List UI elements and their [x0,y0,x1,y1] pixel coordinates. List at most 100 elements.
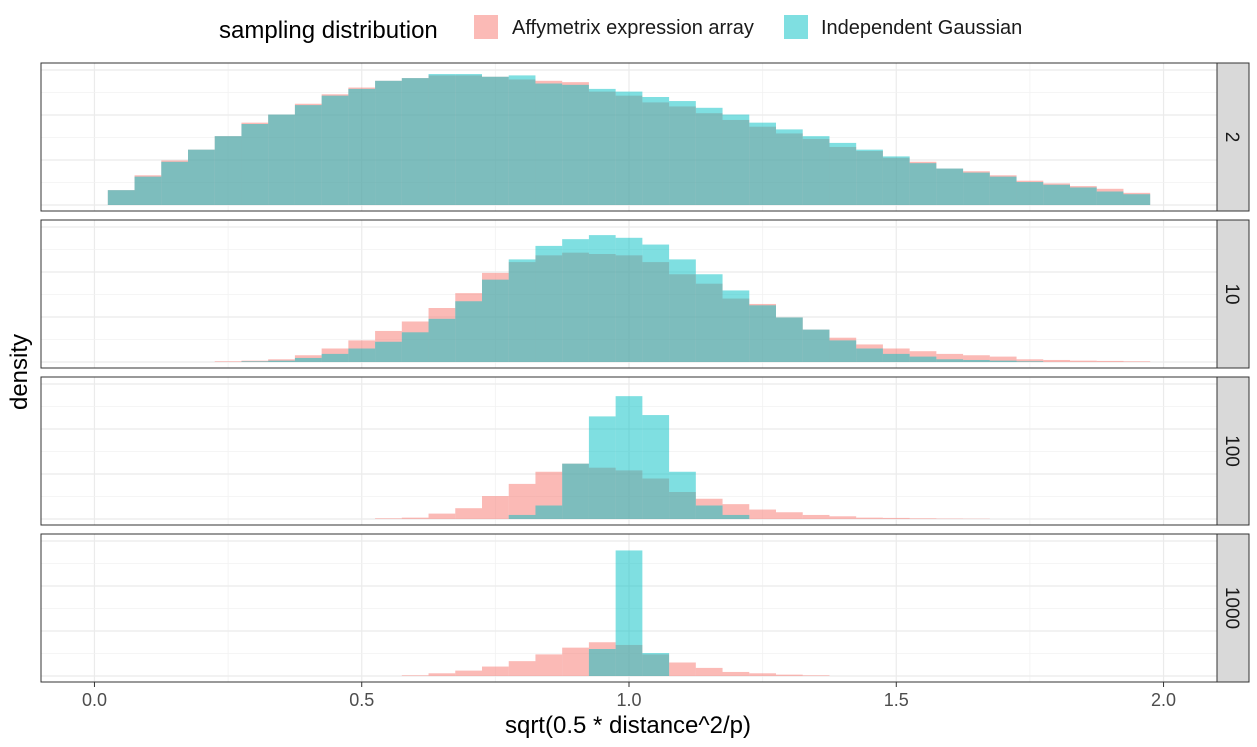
histogram-bar [856,149,883,205]
series-gaussian [508,396,750,519]
histogram-bar [1070,360,1097,362]
histogram-bar [588,649,616,676]
histogram-bar [401,78,429,205]
histogram-bar [642,415,670,519]
histogram-bar [375,80,402,205]
histogram-bar [321,95,349,205]
histogram-bar [722,114,750,205]
histogram-bar [562,239,589,362]
histogram-bar [722,290,750,362]
histogram-bar [802,329,830,362]
histogram-bar [1070,187,1097,205]
facet-panels: 2 10 100 1000 [40,62,1250,683]
histogram-bar [428,673,456,676]
histogram-bar [375,518,402,519]
histogram-bar [188,149,215,205]
histogram-bar [455,508,482,519]
histogram-bar [428,74,456,205]
histogram-bar [482,666,509,676]
legend-title: sampling distribution [219,17,438,44]
x-tick-label: 0.0 [82,690,107,710]
histogram-bar [989,356,1017,362]
histogram-bar [1016,361,1044,362]
histogram-bar [829,340,857,362]
histogram-bar [348,348,376,362]
histogram-bar [562,463,589,519]
histogram-bar [695,274,723,362]
legend-key-gaussian [784,15,808,39]
histogram-bar [482,496,509,519]
legend: sampling distribution Affymetrix express… [219,15,1022,44]
histogram-bar [642,97,670,205]
histogram-bar [882,353,910,362]
histogram-bar [535,83,563,205]
histogram-bar [455,74,482,205]
facet-panel-100: 100 [40,376,1250,526]
histogram-bar [722,671,750,676]
histogram-bar [428,513,456,519]
x-tick-label: 2.0 [1151,690,1176,710]
histogram-bar [428,318,456,362]
histogram-bar [1043,184,1070,205]
histogram-bar [776,317,803,362]
histogram-bar [802,675,830,676]
histogram-bar [1096,191,1124,205]
facet-strip [1216,62,1250,212]
histogram-bar [749,673,776,676]
histogram-bar [508,514,536,519]
histogram-bar [321,353,349,362]
histogram-bar [1043,359,1070,362]
histogram-bar [802,136,830,205]
histogram-bar [802,514,830,519]
facet-panel-1000: 1000 [40,533,1250,683]
histogram-bar [669,471,696,519]
histogram-bar [776,512,803,519]
facet-strip [1216,376,1250,526]
histogram-bar [936,168,964,205]
facet-strip-label: 10 [1221,283,1242,304]
histogram-bar [615,396,643,519]
histogram-bar [161,161,188,205]
histogram-bar [1123,361,1151,362]
histogram-bar [508,483,536,519]
histogram-bar [1016,182,1044,205]
histogram-bar [508,75,536,206]
histogram-bar [107,190,135,205]
histogram-bar [936,353,964,362]
histogram-bar [909,356,937,362]
histogram-bar [856,517,883,519]
histogram-bar [482,279,509,362]
histogram-bar [1096,360,1124,362]
histogram-bar [455,670,482,676]
histogram-bar [588,235,616,362]
histogram-bar [909,163,937,205]
facet-strip-label: 1000 [1221,587,1242,629]
facet-panel-2: 2 [40,62,1250,212]
histogram-bar [401,332,429,362]
histogram-bar [268,114,295,205]
histogram-bar [615,550,643,676]
histogram-bar [535,654,563,676]
histogram-bar [134,176,162,205]
series-gaussian [107,74,1151,206]
legend-label-affymetrix: Affymetrix expression array [512,17,754,39]
histogram-bar [669,101,696,205]
histogram-bar [562,647,589,676]
histogram-bar [535,505,563,519]
histogram-bar [535,245,563,362]
histogram-bar [695,107,723,205]
histogram-bar [508,259,536,362]
histogram-bar [695,667,723,676]
legend-label-gaussian: Independent Gaussian [821,17,1022,39]
histogram-bar [455,301,482,362]
y-axis-title: density [6,334,33,410]
histogram-bar [749,305,776,362]
histogram-bar [829,142,857,205]
histogram-bar [669,662,696,676]
series-gaussian [588,550,670,676]
facet-strip-label: 2 [1221,132,1242,143]
histogram-bar [348,88,376,205]
histogram-bar [963,359,990,362]
x-tick-label: 1.5 [884,690,909,710]
